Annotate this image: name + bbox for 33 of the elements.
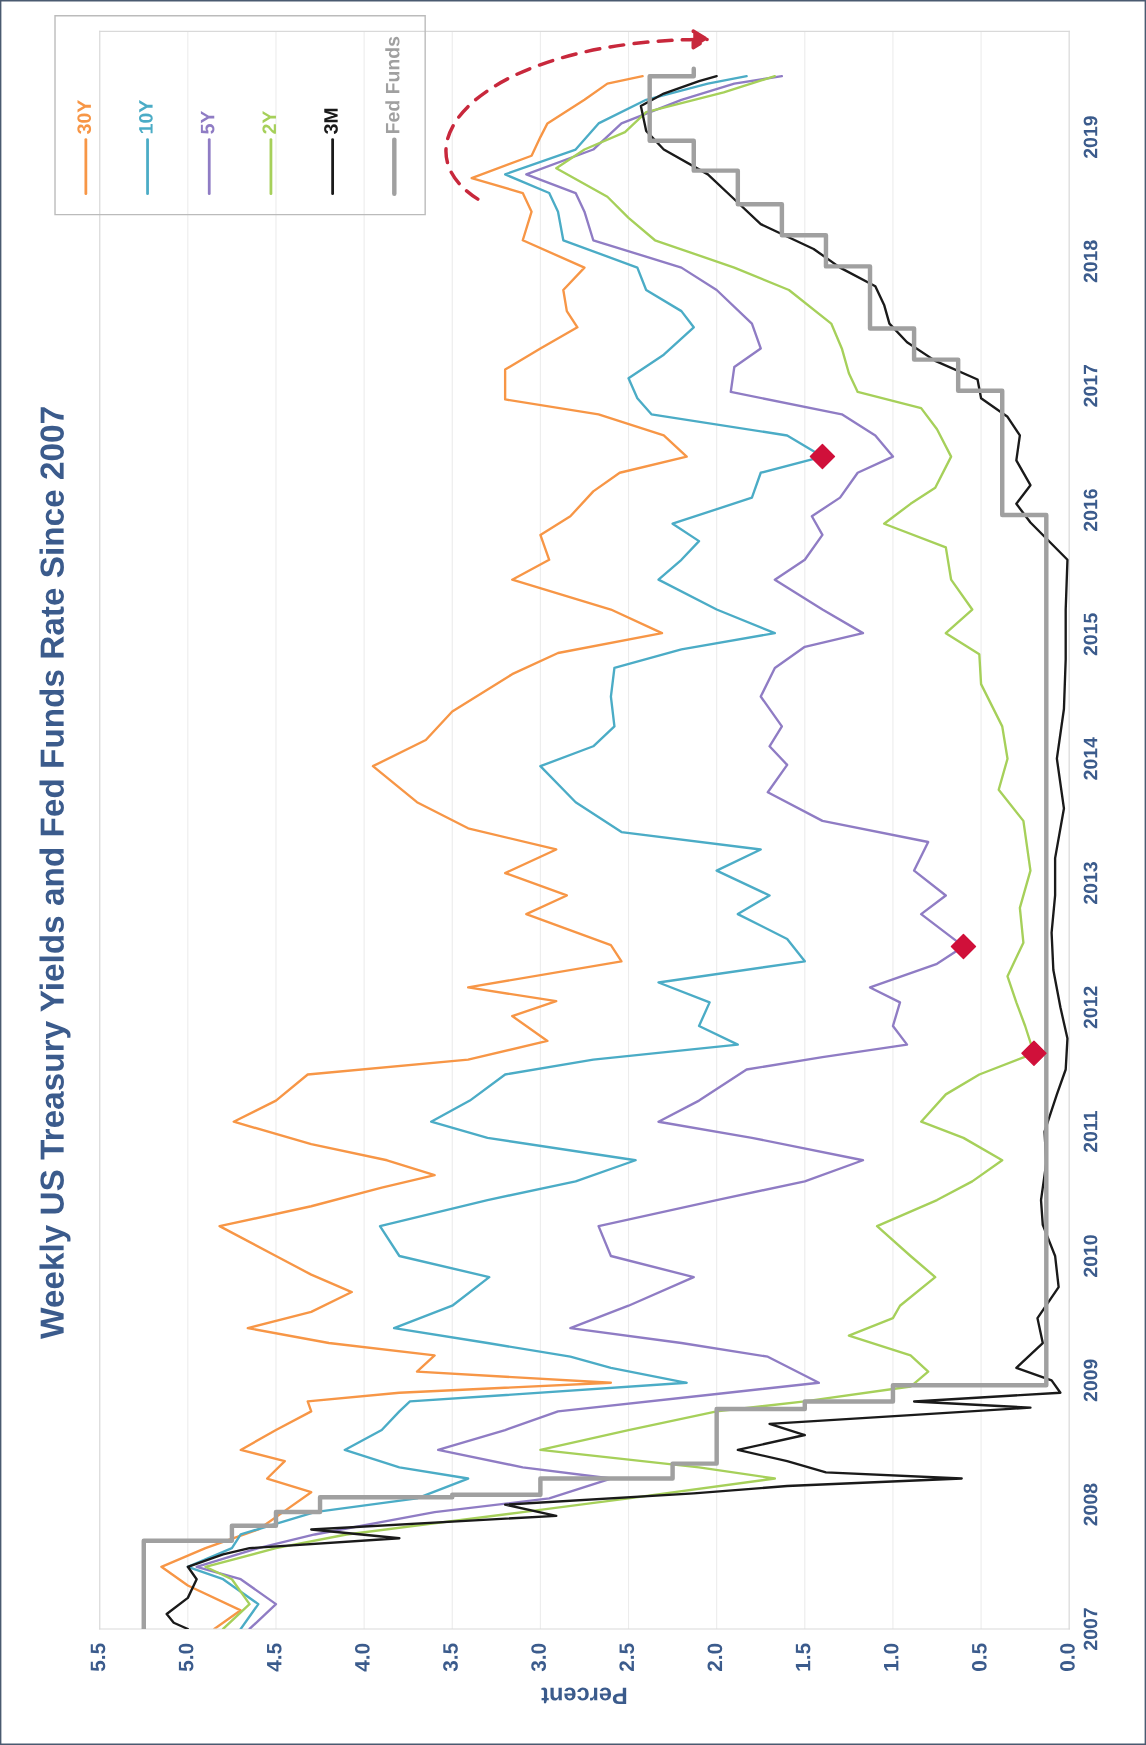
y-tick-label: 2019: [1083, 116, 1098, 159]
x-tick-label: 4.0: [354, 1643, 370, 1672]
y-tick-label: 2008: [1083, 1483, 1098, 1526]
x-tick-label: 1.5: [795, 1643, 811, 1671]
text: 2Y: [262, 110, 276, 134]
text: 30Y: [77, 100, 92, 134]
y-tick-label: 2018: [1083, 240, 1098, 283]
y-tick-label: 2016: [1083, 489, 1098, 531]
x-tick-label: 0.5: [971, 1643, 987, 1671]
x-tick-label: 0.0: [1060, 1643, 1075, 1671]
x-tick-label: 1.0: [883, 1643, 899, 1671]
text: Weekly US Treasury Yields and Fed Funds Rate Since 2007: [39, 407, 71, 1340]
y-tick-label: 2010: [1083, 1235, 1098, 1277]
y-tick-label: 2011: [1083, 1111, 1098, 1153]
text: 10Y: [139, 100, 153, 134]
x-tick-label: 5.0: [178, 1643, 194, 1672]
y-tick-label: 2007: [1083, 1608, 1098, 1650]
text: 5Y: [200, 110, 215, 134]
y-tick-label: 2017: [1083, 364, 1098, 407]
y-tick-label: 2013: [1083, 862, 1098, 904]
x-tick-label: 3.5: [443, 1643, 458, 1672]
x-tick-label: 5.5: [90, 1643, 106, 1672]
y-tick-label: 2009: [1083, 1359, 1098, 1402]
x-tick-label: 2.5: [619, 1643, 635, 1672]
y-tick-label: 2014: [1083, 737, 1098, 780]
y-tick-label: 2015: [1083, 613, 1098, 656]
text: 3M: [324, 108, 338, 134]
x-tick-label: 3.0: [531, 1643, 547, 1672]
text: Fed Funds: [385, 36, 400, 134]
x-tick-label: 4.5: [267, 1643, 282, 1672]
x-tick-label: 2.0: [707, 1643, 723, 1672]
x-axis-title: Percent: [541, 1687, 627, 1705]
y-tick-label: 2012: [1083, 986, 1098, 1029]
